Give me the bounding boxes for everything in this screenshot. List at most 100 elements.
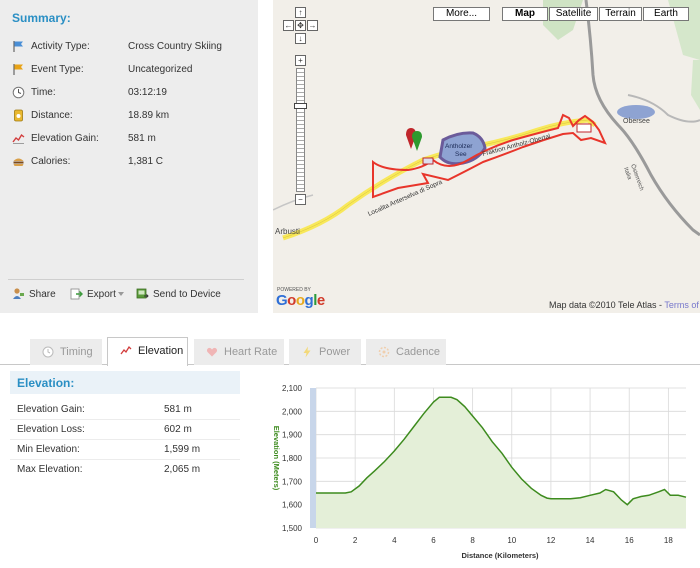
elevation-title: Elevation:	[17, 376, 75, 390]
x-tick-label: 4	[392, 536, 397, 545]
zoom-slider-handle[interactable]	[294, 103, 307, 109]
road-grey	[584, 0, 700, 237]
start-marker-icon[interactable]	[412, 131, 422, 151]
y-tick-label: 1,900	[282, 431, 303, 440]
gps-track	[372, 113, 607, 199]
elevation-header: Elevation:	[10, 371, 240, 394]
summary-row-distance: Distance: 18.89 km	[12, 108, 252, 124]
map-type-earth-button[interactable]: Earth	[643, 7, 689, 21]
summary-label: Event Type:	[31, 64, 84, 75]
summary-label: Time:	[31, 87, 56, 98]
summary-value: 581 m	[128, 133, 156, 144]
tab-elevation[interactable]: Elevation	[107, 337, 188, 366]
map-type-terrain-button[interactable]: Terrain	[599, 7, 642, 21]
map-canvas[interactable]: Antholzer See Localita Anterselva di Sop…	[273, 0, 700, 313]
summary-divider	[8, 279, 244, 280]
map-type-satellite-button[interactable]: Satellite	[549, 7, 598, 21]
export-icon	[70, 288, 83, 300]
chart-tabs: Timing Elevation Heart Rate Power Cadenc…	[0, 337, 700, 366]
tab-power[interactable]: Power	[289, 339, 361, 365]
elevation-chart-svg[interactable]: 1,500 1,600 1,700 1,800 1,900 2,000 2,100 0 2 4 6…	[262, 378, 700, 568]
lake-obersee	[617, 105, 655, 119]
y-axis-label: Elevation (Meters)	[272, 426, 281, 491]
elevation-line[interactable]	[316, 396, 687, 506]
summary-label: Elevation Gain:	[31, 133, 99, 144]
route-map[interactable]: Antholzer See Localita Anterselva di Sop…	[273, 0, 700, 313]
elevation-row-min: Min Elevation: 1,599 m	[10, 444, 240, 460]
summary-label: Calories:	[31, 156, 71, 167]
summary-panel: Summary: Activity Type: Cross Country Sk…	[0, 0, 258, 313]
summary-row-event-type: Event Type: Uncategorized	[12, 62, 252, 78]
summary-value: Uncategorized	[128, 64, 193, 75]
tab-timing[interactable]: Timing	[30, 339, 102, 365]
cadence-icon	[378, 346, 390, 358]
summary-row-activity-type: Activity Type: Cross Country Skiing	[12, 39, 252, 55]
x-tick-label: 2	[353, 536, 358, 545]
summary-value: Cross Country Skiing	[128, 41, 222, 52]
clock-icon	[12, 86, 25, 99]
y-tick-label: 1,600	[282, 501, 303, 510]
send-to-device-icon	[136, 288, 149, 299]
x-tick-label: 0	[314, 536, 319, 545]
event-flag-icon	[13, 64, 23, 75]
summary-row-time: Time: 03:12:19	[12, 85, 252, 101]
elevation-row-gain: Elevation Gain: 581 m	[10, 404, 240, 420]
summary-label: Activity Type:	[31, 41, 90, 52]
elevation-row-max: Max Elevation: 2,065 m	[17, 464, 237, 478]
elevation-label: Max Elevation:	[17, 464, 83, 475]
summary-title: Summary:	[12, 11, 71, 25]
zoom-out-button[interactable]: −	[295, 194, 306, 205]
summary-value: 18.89 km	[128, 110, 170, 121]
x-tick-label: 8	[470, 536, 475, 545]
elevation-chart[interactable]: 1,500 1,600 1,700 1,800 1,900 2,000 2,100 0 2 4 6…	[262, 378, 700, 568]
pan-right-button[interactable]: →	[307, 20, 318, 31]
map-label-place: Obersee	[623, 118, 650, 125]
x-tick-label: 18	[664, 536, 673, 545]
map-type-map-button[interactable]: Map	[502, 7, 548, 21]
zoom-in-button[interactable]: +	[295, 55, 306, 66]
pan-left-button[interactable]: ←	[283, 20, 294, 31]
map-more-button[interactable]: More...	[433, 7, 490, 21]
tab-heart-rate[interactable]: Heart Rate	[194, 339, 284, 365]
elevation-icon	[120, 345, 132, 355]
elevation-value: 602 m	[164, 424, 192, 435]
zoom-slider[interactable]	[296, 68, 305, 192]
powered-by-label: POWERED BY	[277, 287, 311, 293]
summary-value: 1,381 C	[128, 156, 164, 167]
elevation-icon	[12, 133, 25, 144]
x-tick-label: 16	[625, 536, 634, 545]
pan-up-button[interactable]: ↑	[295, 7, 306, 18]
map-label-lake: Antholzer	[445, 143, 473, 150]
send-to-device-label: Send to Device	[153, 289, 221, 300]
elevation-value: 581 m	[164, 404, 192, 415]
tab-cadence[interactable]: Cadence	[366, 339, 446, 365]
forest-area	[691, 60, 700, 110]
terms-of-use-link[interactable]: Terms of Us	[664, 300, 700, 310]
y-tick-label: 1,700	[282, 477, 303, 486]
elevation-row-loss: Elevation Loss: 602 m	[10, 424, 240, 440]
pan-center-button[interactable]: ✥	[295, 20, 306, 31]
x-tick-label: 10	[507, 536, 516, 545]
x-tick-label: 12	[546, 536, 555, 545]
summary-row-elevation-gain: Elevation Gain: 581 m	[12, 131, 252, 147]
y-tick-label: 1,800	[282, 454, 303, 463]
chevron-down-icon	[118, 292, 124, 296]
heart-icon	[206, 347, 218, 357]
y-tick-label: 2,000	[282, 407, 303, 416]
share-label: Share	[29, 289, 56, 300]
elevation-panel: Elevation: Elevation Gain: 581 m Elevati…	[10, 371, 240, 568]
road-grey	[273, 194, 314, 211]
google-logo[interactable]: Google	[276, 292, 325, 309]
y-tick-label: 1,500	[282, 524, 303, 533]
x-tick-label: 6	[431, 536, 436, 545]
summary-label: Distance:	[31, 110, 73, 121]
road-grey	[627, 94, 700, 123]
summary-value: 03:12:19	[128, 87, 167, 98]
activity-flag-icon	[13, 41, 23, 52]
elevation-area	[316, 397, 686, 528]
map-attribution: Map data ©2010 Tele Atlas - Terms of Us	[549, 300, 700, 310]
elevation-value: 2,065 m	[164, 464, 201, 475]
chart-scroll-bar[interactable]	[310, 388, 316, 528]
pan-down-button[interactable]: ↓	[295, 33, 306, 44]
